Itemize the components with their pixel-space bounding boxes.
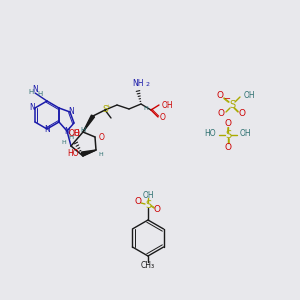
Text: H: H <box>68 134 74 140</box>
Text: H: H <box>80 127 86 133</box>
Text: −: − <box>224 94 230 103</box>
Text: O: O <box>99 133 105 142</box>
Text: OH: OH <box>244 91 256 100</box>
Text: S: S <box>102 106 108 115</box>
Text: O: O <box>217 91 224 100</box>
Text: N: N <box>32 85 38 94</box>
Text: O: O <box>74 130 80 139</box>
Text: O: O <box>134 197 142 206</box>
Text: N: N <box>68 107 74 116</box>
Text: H: H <box>144 106 148 112</box>
Text: N: N <box>64 128 70 136</box>
Text: 2: 2 <box>145 82 149 86</box>
Text: OH: OH <box>162 100 174 109</box>
Text: O: O <box>218 110 224 118</box>
Text: +: + <box>105 103 111 109</box>
Polygon shape <box>83 115 94 132</box>
Text: HO: HO <box>204 130 216 139</box>
Text: H: H <box>99 152 103 158</box>
Text: H: H <box>61 140 66 145</box>
Text: O: O <box>224 118 232 127</box>
Text: N: N <box>29 103 35 112</box>
Text: CH₃: CH₃ <box>141 262 155 271</box>
Text: H: H <box>38 91 43 97</box>
Text: O: O <box>160 113 166 122</box>
Text: S: S <box>225 130 231 140</box>
Text: S: S <box>145 200 151 210</box>
Text: N: N <box>44 125 50 134</box>
Text: NH: NH <box>132 80 144 88</box>
Text: O: O <box>154 205 160 214</box>
Text: S: S <box>229 100 235 110</box>
Polygon shape <box>82 150 96 156</box>
Text: O: O <box>224 142 232 152</box>
Text: OH: OH <box>142 190 154 200</box>
Text: O: O <box>238 109 245 118</box>
Text: HO: HO <box>67 148 79 158</box>
Text: H: H <box>28 89 34 95</box>
Text: OH: OH <box>68 130 80 139</box>
Text: OH: OH <box>240 130 252 139</box>
